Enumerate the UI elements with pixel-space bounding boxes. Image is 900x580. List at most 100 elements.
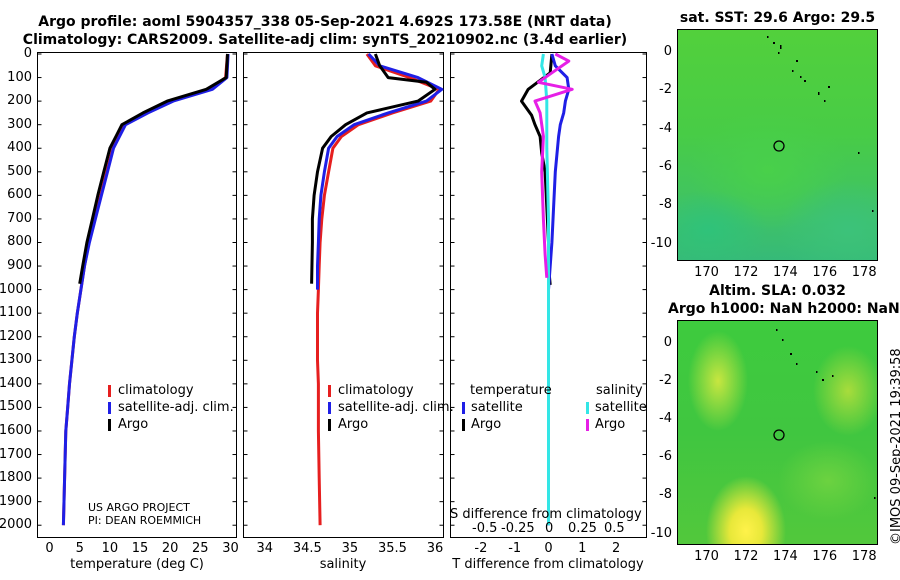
map-lon-tick: 170 — [694, 549, 719, 564]
sal-legend-climatology-label: climatology — [338, 383, 414, 398]
depth-tick: 1400 — [0, 375, 32, 391]
map-lon-tick: 178 — [851, 265, 877, 280]
map-lat-tick: -6 — [659, 159, 672, 175]
depth-tick: 700 — [7, 210, 32, 226]
series-climatology — [316, 53, 441, 526]
depth-tick: 0 — [23, 46, 32, 61]
sal-x-tick: 36 — [426, 541, 444, 556]
s-tick-0: 0 — [545, 521, 554, 536]
depth-tick: 1900 — [0, 493, 32, 509]
diff-xlabel: T difference from climatology — [452, 557, 644, 572]
map-lon-tick: 178 — [851, 549, 877, 564]
sal-legend-argo-label: Argo — [338, 417, 369, 432]
depth-tick: 1100 — [0, 305, 32, 321]
map-lat-tick: -10 — [650, 525, 672, 541]
sal-xlabel: salinity — [319, 557, 367, 572]
depth-tick: 900 — [7, 258, 32, 274]
footer-timestamp: ©IMOS 09-Sep-2021 19:39:58 — [889, 348, 900, 545]
map-lat-tick: -2 — [659, 373, 672, 389]
map-lat-tick: -2 — [659, 82, 672, 98]
legend-satellite-swatch — [108, 402, 111, 414]
diff-legend-s-sat-swatch — [586, 402, 589, 414]
s-tick-050: 0.5 — [604, 521, 625, 536]
series-satellite-adj-clim- — [61, 53, 230, 526]
diff-panel-frame — [450, 52, 647, 538]
diff-legend-t-sat-label: satellite — [471, 400, 523, 415]
depth-tick: 1200 — [0, 328, 32, 344]
map-lon-tick: 176 — [812, 549, 838, 564]
sla-island-dots — [776, 329, 876, 499]
s-difference-label: S difference from climatology — [450, 507, 642, 522]
figure-title-line1: Argo profile: aoml 5904357_338 05-Sep-20… — [38, 14, 612, 30]
map-lon-tick: 176 — [812, 265, 838, 280]
sla-map — [677, 320, 878, 545]
sal-legend-argo-swatch — [328, 419, 331, 431]
depth-tick: 500 — [7, 163, 32, 179]
temp-x-tick: 0 — [45, 541, 54, 556]
legend-argo-swatch — [108, 419, 111, 431]
temp-panel-frame — [37, 52, 237, 538]
island-dots — [767, 36, 874, 212]
sal-x-tick: 34 — [256, 541, 274, 556]
sst-map-overlay — [767, 36, 874, 212]
depth-tick: 2000 — [0, 517, 32, 533]
map-lon-tick: 170 — [694, 265, 719, 280]
diff-legend-s-argo-label: Argo — [595, 417, 626, 432]
depth-tick: 1300 — [0, 352, 32, 368]
legend-climatology-swatch — [108, 385, 111, 397]
legend-climatology-label: climatology — [118, 383, 194, 398]
legend-satellite-label: satellite-adj. clim. — [118, 400, 234, 415]
diff-x-tick: 1 — [578, 541, 587, 556]
temp-x-tick: 30 — [222, 541, 239, 556]
diff-x-tick: 2 — [611, 541, 621, 556]
sal-legend-climatology-swatch — [328, 385, 331, 397]
map-lat-tick: -4 — [659, 120, 672, 136]
map-lat-tick: -8 — [659, 197, 672, 213]
depth-tick: 300 — [7, 116, 32, 132]
depth-tick: 800 — [7, 234, 32, 250]
diff-legend-salinity-heading: salinity — [596, 383, 643, 398]
temp-xlabel: temperature (deg C) — [70, 557, 204, 572]
depth-tick: 600 — [7, 187, 32, 203]
depth-tick: 1700 — [0, 446, 32, 462]
temp-x-tick: 15 — [131, 541, 149, 556]
temp-x-tick: 10 — [101, 541, 119, 556]
series-salinity-argo — [533, 52, 574, 278]
sla-map-title1: Altim. SLA: 0.032 — [709, 283, 846, 299]
s-tick-m025: -0.25 — [501, 521, 535, 536]
diff-x-tick: -1 — [508, 541, 522, 556]
series-climatology — [61, 53, 229, 526]
depth-tick: 1500 — [0, 399, 32, 415]
sal-x-tick: 34.5 — [292, 541, 322, 556]
map-lon-tick: 174 — [772, 549, 798, 564]
temp-x-tick: 20 — [161, 541, 179, 556]
map-lat-tick: 0 — [663, 44, 672, 59]
diff-legend-t-argo-swatch — [462, 419, 465, 431]
diff-x-tick: -2 — [474, 541, 488, 556]
temp-x-tick: 5 — [75, 541, 84, 556]
s-tick-025: 0.25 — [568, 521, 597, 536]
depth-tick: 1600 — [0, 422, 32, 438]
diff-x-tick: 0 — [544, 541, 553, 556]
map-lat-tick: -10 — [650, 235, 672, 251]
argo-location-marker — [773, 140, 785, 152]
depth-tick: 1800 — [0, 470, 32, 486]
series-temperature-satellite — [547, 53, 571, 526]
sla-map-title2: Argo h1000: NaN h2000: NaN — [668, 301, 900, 317]
figure-title-line2: Climatology: CARS2009. Satellite-adj cli… — [22, 32, 628, 48]
diff-legend-temperature-heading: temperature — [470, 383, 552, 398]
credit-pi: PI: DEAN ROEMMICH — [88, 514, 202, 527]
series-argo — [78, 53, 229, 284]
map-lat-tick: -4 — [659, 411, 672, 427]
temp-x-tick: 25 — [192, 541, 209, 556]
sla-argo-location-marker — [773, 429, 785, 441]
diff-legend-s-argo-swatch — [586, 419, 589, 431]
depth-tick: 400 — [7, 140, 32, 156]
s-tick-m050: -0.5 — [472, 521, 498, 536]
sal-x-tick: 35 — [341, 541, 359, 556]
depth-tick: 100 — [7, 69, 32, 85]
diff-legend-s-sat-label: satellite — [595, 400, 647, 415]
credit-project: US ARGO PROJECT — [88, 501, 190, 514]
map-lat-tick: -8 — [659, 487, 672, 503]
